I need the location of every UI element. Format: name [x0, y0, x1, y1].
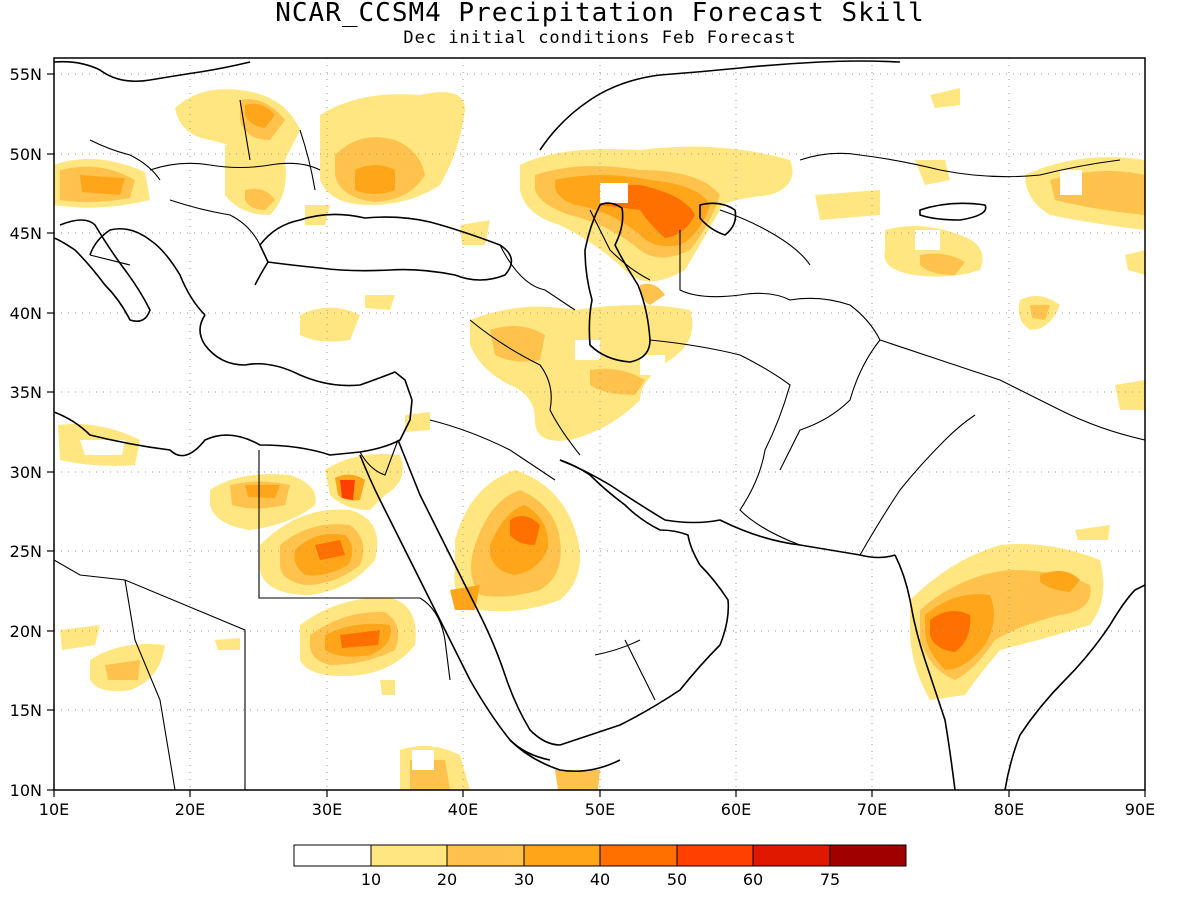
skill-region — [575, 340, 600, 360]
axis-ticks — [47, 73, 1146, 797]
skill-region — [245, 485, 280, 498]
coastlines — [54, 60, 1145, 790]
x-tick-label: 90E — [1125, 800, 1155, 819]
colorbar-swatch — [676, 844, 754, 867]
skill-region — [245, 188, 275, 210]
skill-region — [915, 230, 940, 250]
y-tick-label: 40N — [10, 304, 42, 323]
skill-region — [1125, 250, 1145, 275]
skill-region — [640, 355, 665, 375]
colorbar-swatch — [829, 844, 907, 867]
y-tick-label: 20N — [10, 622, 42, 641]
skill-region — [600, 183, 628, 203]
colorbar-swatch — [293, 844, 372, 867]
skill-region — [1115, 380, 1145, 410]
colorbar-label: 60 — [743, 870, 763, 889]
colorbar-swatch — [446, 844, 525, 867]
colorbar-swatch — [599, 844, 678, 867]
x-tick-label: 30E — [312, 800, 342, 819]
colorbar: 10 20 30 40 50 60 75 — [293, 844, 907, 889]
skill-region — [930, 88, 960, 108]
skill-region — [1060, 170, 1082, 195]
y-tick-label: 15N — [10, 701, 42, 720]
colorbar-swatch — [370, 844, 448, 867]
skill-region — [340, 480, 355, 500]
x-tick-label: 50E — [585, 800, 615, 819]
skill-region — [405, 412, 430, 432]
y-tick-label: 30N — [10, 463, 42, 482]
colorbar-label: 30 — [514, 870, 534, 889]
x-axis-labels: 10E 20E 30E 40E 50E 60E 70E 80E 90E — [39, 800, 1155, 819]
y-tick-label: 35N — [10, 383, 42, 402]
colorbar-label: 40 — [590, 870, 610, 889]
y-tick-label: 45N — [10, 224, 42, 243]
y-tick-label: 55N — [10, 65, 42, 84]
skill-region — [355, 165, 395, 194]
x-tick-label: 80E — [994, 800, 1024, 819]
skill-region — [510, 516, 540, 545]
y-tick-label: 10N — [10, 781, 42, 800]
x-tick-label: 40E — [448, 800, 478, 819]
skill-region — [245, 103, 275, 128]
chart-title: NCAR_CCSM4 Precipitation Forecast Skill — [275, 0, 925, 28]
x-tick-label: 60E — [721, 800, 751, 819]
skill-region — [365, 295, 395, 310]
skill-region — [555, 770, 600, 790]
skill-region — [920, 253, 965, 275]
skill-region — [80, 440, 125, 455]
colorbar-label: 10 — [361, 870, 381, 889]
y-tick-label: 50N — [10, 145, 42, 164]
skill-region — [60, 625, 100, 650]
colorbar-swatch — [752, 844, 831, 867]
skill-region — [412, 750, 434, 770]
skill-region — [490, 326, 545, 362]
chart-subtitle: Dec initial conditions Feb Forecast — [403, 28, 797, 48]
skill-region — [315, 540, 345, 560]
x-tick-label: 70E — [857, 800, 887, 819]
skill-region — [1030, 305, 1050, 320]
skill-region — [815, 190, 880, 220]
skill-region — [105, 660, 140, 680]
x-tick-label: 10E — [39, 800, 69, 819]
skill-region — [590, 368, 645, 395]
x-tick-label: 20E — [175, 800, 205, 819]
colorbar-label: 75 — [820, 870, 840, 889]
skill-shading — [54, 88, 1145, 790]
grid-lines — [54, 58, 1145, 790]
skill-region — [915, 160, 950, 185]
skill-region — [1040, 571, 1080, 592]
skill-region — [215, 638, 240, 650]
skill-region — [640, 283, 665, 305]
skill-region — [1075, 525, 1110, 540]
y-tick-label: 25N — [10, 542, 42, 561]
skill-region — [300, 307, 360, 342]
colorbar-swatch — [523, 844, 601, 867]
colorbar-label: 20 — [437, 870, 457, 889]
skill-region — [80, 175, 125, 195]
skill-region — [380, 680, 395, 695]
y-axis-labels: 10N 15N 20N 25N 30N 35N 40N 45N 50N 55N — [10, 65, 42, 800]
borders — [54, 99, 1145, 790]
skill-region — [450, 585, 480, 610]
skill-region — [340, 630, 380, 648]
colorbar-label: 50 — [667, 870, 687, 889]
